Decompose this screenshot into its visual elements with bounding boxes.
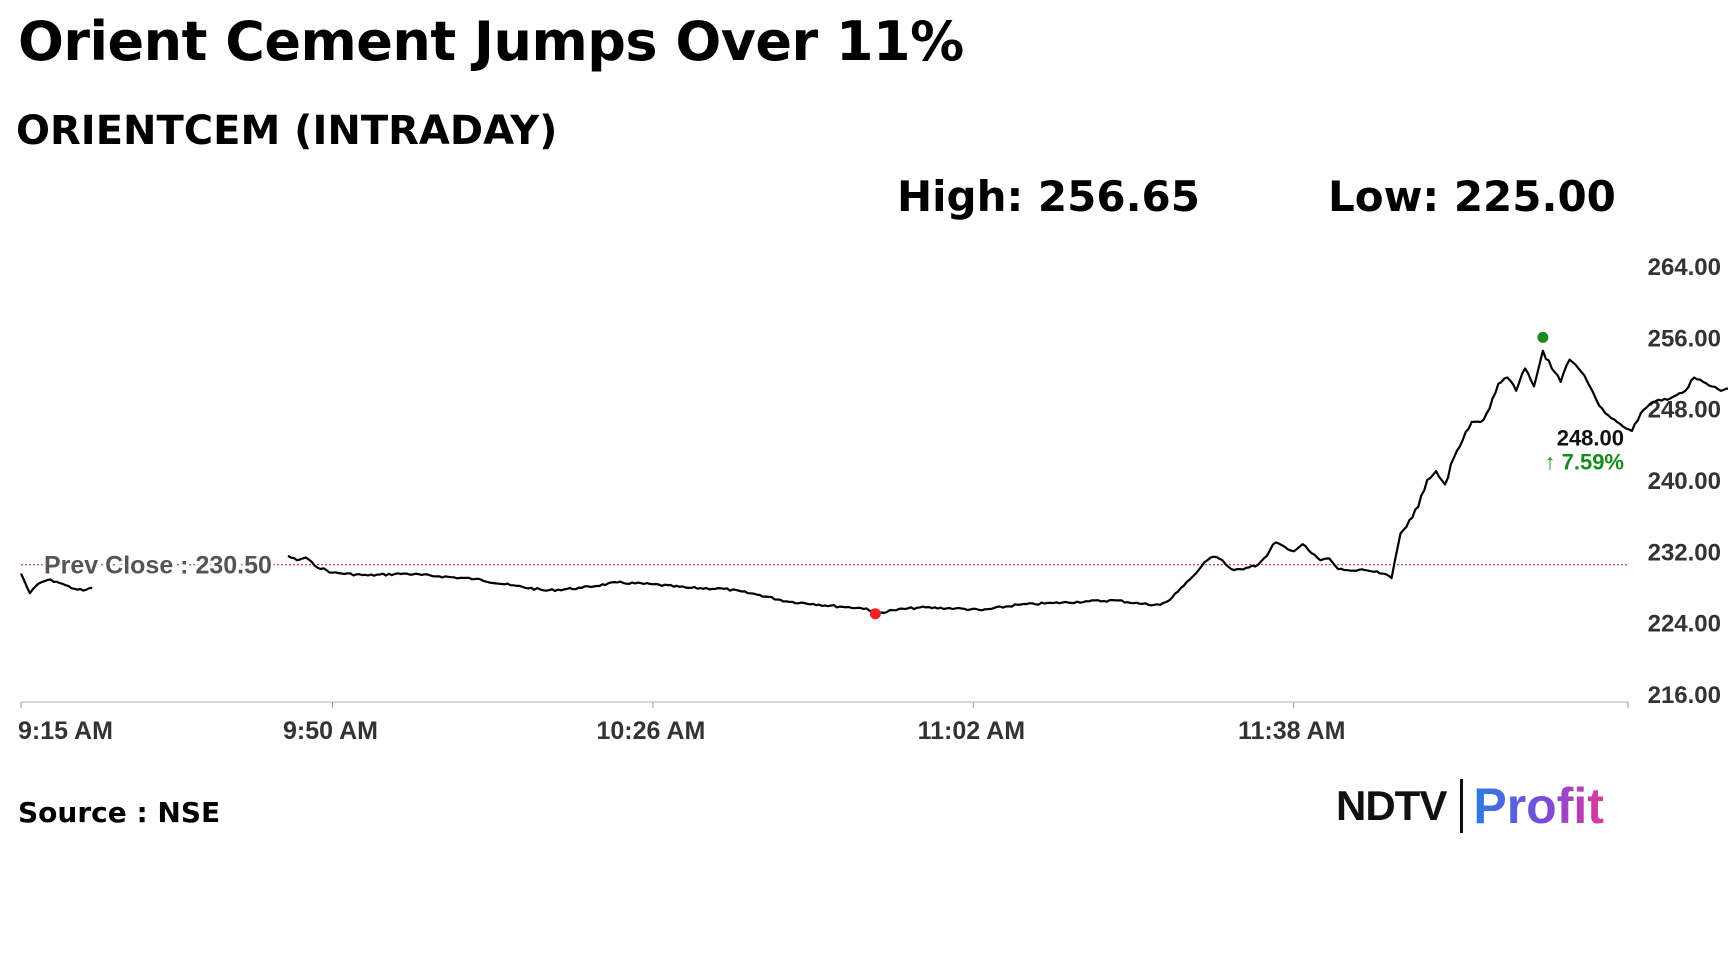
y-tick-label: 256.00: [1648, 325, 1721, 352]
x-tick-label: 9:50 AM: [283, 717, 378, 745]
x-tick-label: 11:02 AM: [918, 717, 1025, 745]
logo-divider: [1460, 779, 1464, 833]
x-tick-label: 9:15 AM: [18, 717, 113, 745]
y-tick-label: 224.00: [1648, 611, 1721, 638]
x-tick-label: 11:38 AM: [1238, 717, 1345, 745]
prev-close-label: Prev Close : 230.50: [44, 552, 272, 580]
y-tick-label: 240.00: [1648, 468, 1721, 495]
chart-title: Orient Cement Jumps Over 11%: [18, 10, 964, 73]
source-label: Source : NSE: [18, 796, 221, 829]
chart-subtitle: ORIENTCEM (INTRADAY): [16, 108, 558, 154]
low-marker: [869, 608, 881, 620]
logo-ndtv-text: NDTV: [1336, 782, 1447, 829]
high-marker: [1537, 331, 1549, 343]
intraday-line-chart: 9:15 AM 9:50 AM 10:26 AM 11:02 AM 11:38 AM 26…: [18, 254, 1728, 745]
change-label: ↑ 7.59%: [1545, 450, 1625, 475]
day-high: High: 256.65: [897, 172, 1201, 221]
day-low: Low: 225.00: [1328, 172, 1616, 221]
last-value-label: 248.00: [1557, 426, 1624, 451]
y-tick-label: 216.00: [1648, 682, 1721, 709]
logo-profit-text: Profit: [1473, 778, 1604, 834]
y-tick-label: 232.00: [1648, 539, 1721, 566]
y-tick-label: 264.00: [1648, 254, 1721, 281]
price-line: [20, 349, 1728, 615]
x-tick-label: 10:26 AM: [596, 717, 705, 745]
ndtv-profit-logo: NDTV Profit: [1336, 776, 1604, 836]
